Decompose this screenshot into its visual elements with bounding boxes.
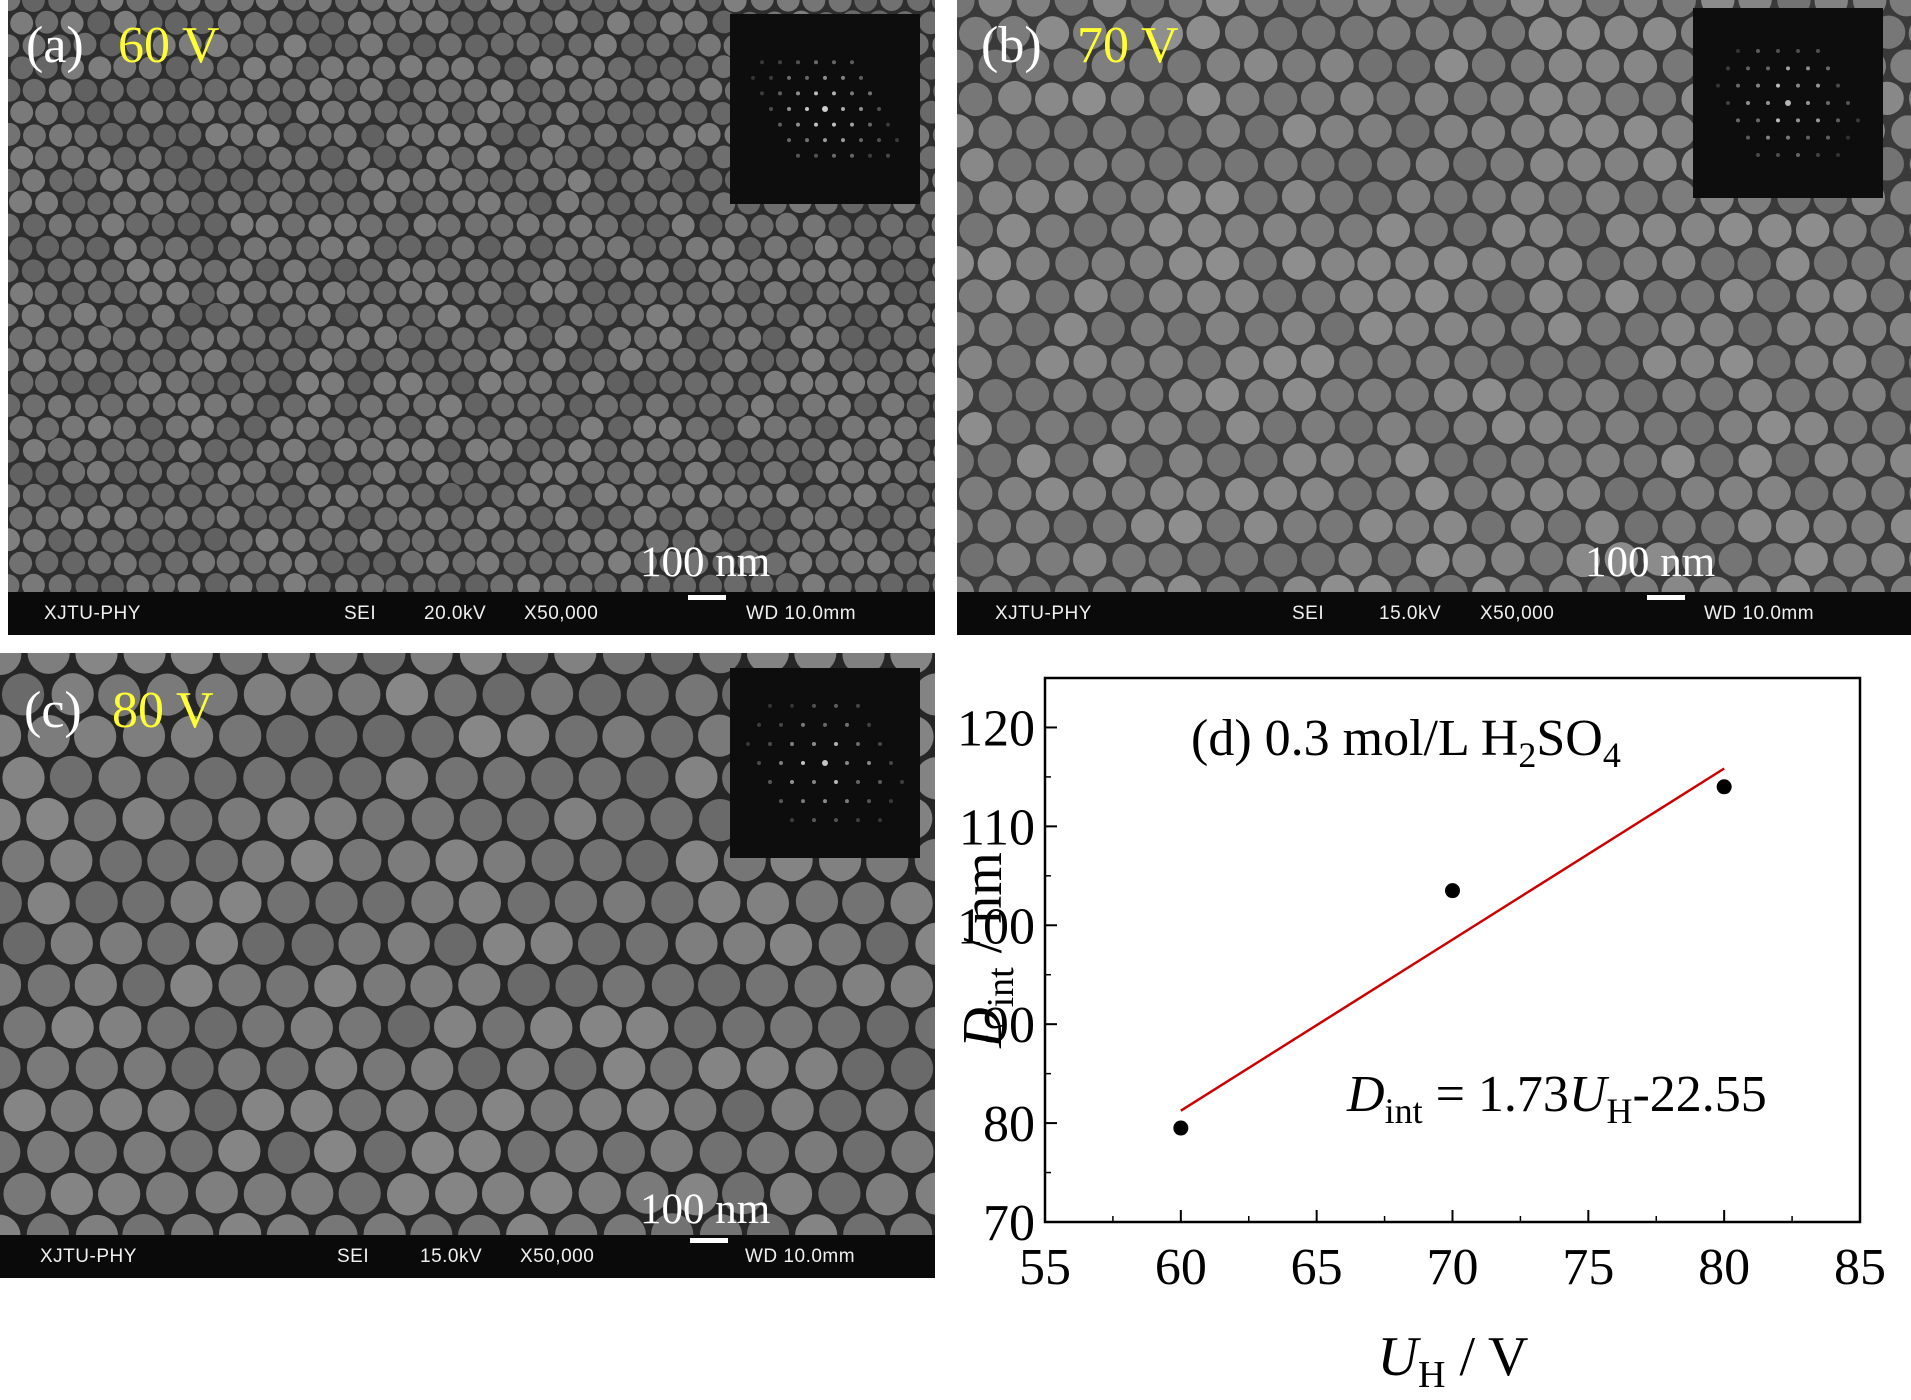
- panel-a-voltage: 60 V: [118, 17, 220, 74]
- y-tick-label: 120: [957, 700, 1035, 757]
- x-tick-label: 85: [1834, 1239, 1886, 1296]
- info-bar-b: XJTU-PHY SEI 15.0kV X50,000 WD 10.0mm: [957, 592, 1911, 635]
- info-mode-c: SEI: [337, 1246, 370, 1267]
- sem-panel-c: (c) 80 V 100 nm XJTU-PHY SEI 15.0kV X50,…: [0, 653, 935, 1278]
- chart-panel-label: (d) 0.3 mol/L H2SO4: [1191, 710, 1621, 775]
- panel-b-letter: (b): [981, 17, 1042, 74]
- info-lab-b: XJTU-PHY: [995, 603, 1092, 624]
- info-kv-c: 15.0kV: [420, 1246, 483, 1267]
- sem-panel-b: (b) 70 V 100 nm XJTU-PHY SEI 15.0kV X50,…: [957, 0, 1911, 635]
- info-mag-b: X50,000: [1480, 603, 1555, 624]
- x-tick-label: 60: [1155, 1239, 1207, 1296]
- data-point: [1445, 883, 1460, 899]
- fft-hexagonal-spots-icon: [1716, 49, 1860, 157]
- scale-label-c: 100 nm: [640, 1186, 771, 1233]
- fft-hexagonal-spots-icon: [746, 703, 904, 823]
- panel-c-voltage: 80 V: [112, 682, 214, 739]
- info-wd-c: WD 10.0mm: [745, 1246, 856, 1267]
- info-kv-a: 20.0kV: [424, 603, 487, 624]
- x-tick-label: 65: [1291, 1239, 1343, 1296]
- panel-c-letter: (c): [24, 682, 82, 739]
- scale-bar-a: [688, 595, 726, 600]
- panel-b-voltage: 70 V: [1077, 17, 1179, 74]
- info-wd-b: WD 10.0mm: [1704, 603, 1815, 624]
- fft-inset-c: [730, 668, 920, 858]
- info-bar-a: XJTU-PHY SEI 20.0kV X50,000 WD 10.0mm: [8, 592, 935, 635]
- fit-equation: Dint = 1.73UH-22.55: [1346, 1066, 1767, 1131]
- data-point: [1173, 1120, 1189, 1136]
- info-wd-a: WD 10.0mm: [746, 603, 857, 624]
- info-mag-c: X50,000: [520, 1246, 595, 1267]
- info-mode-b: SEI: [1292, 603, 1325, 624]
- chart-d: 55 60 65 70 75 80 85 70 80 90 100 110 120 (d) 0.3 mol…: [952, 676, 1886, 1396]
- info-mag-a: X50,000: [524, 603, 599, 624]
- y-tick-label: 110: [959, 799, 1035, 856]
- fft-hexagonal-spots-icon: [751, 60, 899, 158]
- fft-inset-a: [730, 14, 920, 204]
- fft-inset-b: [1693, 8, 1883, 198]
- info-lab-c: XJTU-PHY: [40, 1246, 137, 1267]
- x-tick-label: 75: [1562, 1239, 1614, 1296]
- x-axis-label: UH / V: [1378, 1326, 1529, 1396]
- scale-bar-b: [1647, 595, 1685, 600]
- y-tick-label: 70: [983, 1195, 1035, 1252]
- panel-a-letter: (a): [26, 17, 84, 74]
- y-tick-label: 100: [957, 898, 1035, 955]
- x-tick-label: 70: [1427, 1239, 1479, 1296]
- y-tick-label: 90: [983, 997, 1035, 1054]
- info-kv-b: 15.0kV: [1379, 603, 1442, 624]
- info-lab-a: XJTU-PHY: [44, 603, 141, 624]
- y-tick-label: 80: [983, 1096, 1035, 1153]
- x-tick-label: 80: [1698, 1239, 1750, 1296]
- info-bar-c: XJTU-PHY SEI 15.0kV X50,000 WD 10.0mm: [0, 1235, 935, 1278]
- scale-bar-c: [690, 1238, 728, 1243]
- x-tick-label: 55: [1019, 1239, 1071, 1296]
- data-point: [1716, 779, 1732, 795]
- scale-label-b: 100 nm: [1585, 539, 1716, 586]
- fit-line: [1180, 767, 1725, 1112]
- y-axis-label: Dint / nm: [952, 852, 1022, 1049]
- sem-panel-a: (a) 60 V 100 nm XJTU-PHY SEI 20.0kV X50,…: [8, 0, 935, 635]
- scale-label-a: 100 nm: [640, 539, 771, 586]
- info-mode-a: SEI: [344, 603, 377, 624]
